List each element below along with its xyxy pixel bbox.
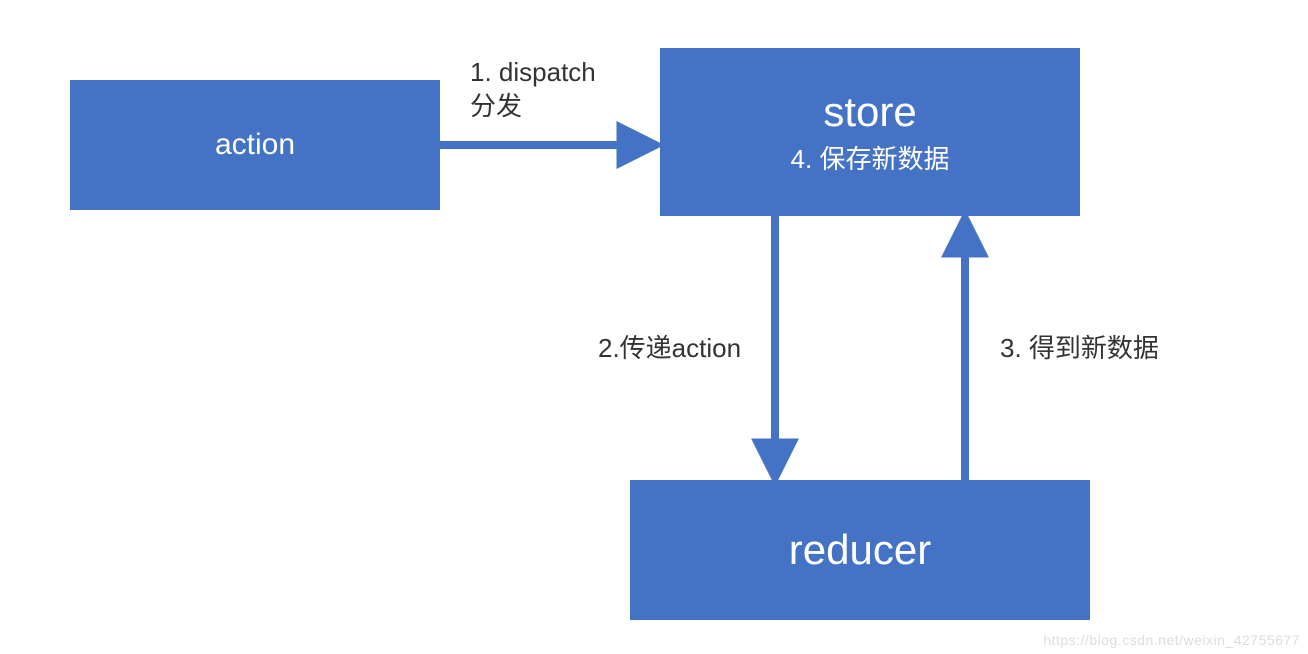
edge-label-pass-action-line1: 2.传递action <box>598 332 741 366</box>
diagram-canvas: action store 4. 保存新数据 reducer 1. dispatc… <box>0 0 1308 654</box>
edge-label-dispatch: 1. dispatch 分发 <box>470 56 596 124</box>
edge-label-dispatch-line1: 1. dispatch <box>470 56 596 90</box>
edge-label-get-new-data: 3. 得到新数据 <box>1000 332 1159 366</box>
node-reducer-label: reducer <box>789 525 931 575</box>
node-action-label: action <box>215 127 295 163</box>
edge-label-pass-action: 2.传递action <box>598 332 741 366</box>
node-store: store 4. 保存新数据 <box>660 48 1080 216</box>
node-reducer: reducer <box>630 480 1090 620</box>
watermark: https://blog.csdn.net/weixin_42755677 <box>1043 632 1300 648</box>
edge-label-dispatch-line2: 分发 <box>470 90 596 124</box>
node-action: action <box>70 80 440 210</box>
node-store-label: store <box>823 87 916 137</box>
edge-label-get-new-data-line1: 3. 得到新数据 <box>1000 332 1159 366</box>
node-store-sublabel: 4. 保存新数据 <box>791 141 950 177</box>
